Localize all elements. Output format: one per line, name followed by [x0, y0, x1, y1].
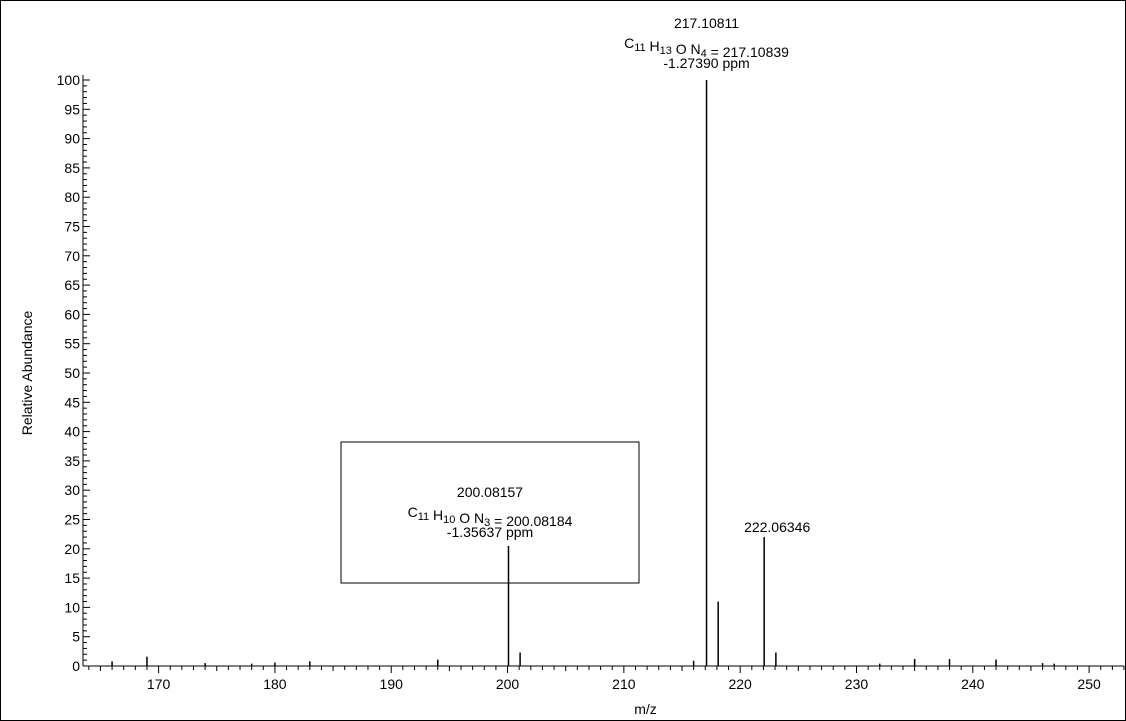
y-tick-label: 85	[64, 160, 80, 176]
subscript: 11	[418, 511, 429, 523]
annotation-text: 200.08157	[457, 484, 523, 500]
y-tick-label: 70	[64, 248, 80, 264]
y-tick-label: 40	[64, 424, 80, 440]
x-axis-title: m/z	[634, 701, 657, 717]
x-tick-label: 200	[496, 676, 520, 692]
peaks	[111, 80, 1055, 666]
x-tick-label: 230	[845, 676, 869, 692]
x-tick-label: 210	[612, 676, 636, 692]
annotation-text: = 217.10839	[707, 44, 789, 60]
y-tick-label: 15	[64, 570, 80, 586]
y-tick-label: 30	[64, 482, 80, 498]
subscript: 3	[484, 517, 490, 529]
y-tick-label: 35	[64, 453, 80, 469]
annotation-text: H	[646, 38, 660, 54]
annotation-line: -1.35637 ppm	[447, 524, 533, 540]
annotation-text: 222.06346	[744, 519, 810, 535]
subscript: 11	[634, 42, 645, 54]
annotation-line: 222.06346	[744, 519, 810, 535]
annotation-line: 217.10811	[674, 15, 739, 31]
y-tick-label: 55	[64, 336, 80, 352]
annotation-box	[340, 441, 640, 584]
subscript: 4	[701, 48, 707, 60]
y-tick-label: 0	[72, 658, 80, 674]
annotation-peak-200: 200.08157 C11 H10 O N3 = 200.08184-1.3563…	[340, 441, 640, 584]
y-tick-label: 100	[57, 72, 81, 88]
x-tick-label: 180	[263, 676, 287, 692]
y-tick-label: 95	[64, 101, 80, 117]
annotation-line: 200.08157	[457, 484, 523, 500]
annotation-text: -1.35637 ppm	[447, 524, 533, 540]
annotation-line: C11 H10 O N3 = 200.08184	[408, 504, 573, 529]
annotation-text: -1.27390 ppm	[663, 55, 749, 71]
subscript: 10	[443, 514, 455, 526]
y-tick-label: 75	[64, 219, 80, 235]
x-tick-label: 220	[728, 676, 752, 692]
y-axis-title: Relative Abundance	[19, 311, 35, 436]
annotation-text: O N	[672, 41, 701, 57]
annotation-line: -1.27390 ppm	[663, 55, 749, 71]
y-tick-label: 65	[64, 277, 80, 293]
subscript: 13	[660, 45, 672, 57]
annotation-text: 217.10811	[674, 15, 739, 31]
annotation-text: C	[624, 35, 634, 51]
y-tick-label: 90	[64, 131, 80, 147]
annotation-text: O N	[455, 510, 484, 526]
y-tick-label: 10	[64, 599, 80, 615]
y-tick-label: 45	[64, 394, 80, 410]
y-tick-label: 60	[64, 306, 80, 322]
annotation-peak-222: 222.06346	[744, 519, 810, 535]
y-tick-label: 25	[64, 512, 80, 528]
annotation-text: = 200.08184	[490, 513, 572, 529]
annotation-peak-217: 217.10811 C11 H13 O N4 = 217.10839-1.2739…	[624, 15, 789, 71]
annotation-line: C11 H13 O N4 = 217.10839	[624, 35, 789, 60]
x-tick-label: 170	[147, 676, 171, 692]
x-tick-label: 250	[1077, 676, 1101, 692]
annotation-text: H	[429, 507, 443, 523]
y-tick-label: 5	[72, 629, 80, 645]
annotation-text: C	[408, 504, 418, 520]
axes: 0 5 10 15 20 25 30 35 40 45 50 55 60 65 70 75 80 85 90 95 10…	[57, 72, 1125, 692]
x-tick-label: 190	[380, 676, 404, 692]
y-tick-label: 80	[64, 189, 80, 205]
x-tick-label: 240	[961, 676, 985, 692]
y-tick-label: 50	[64, 365, 80, 381]
y-tick-label: 20	[64, 541, 80, 557]
